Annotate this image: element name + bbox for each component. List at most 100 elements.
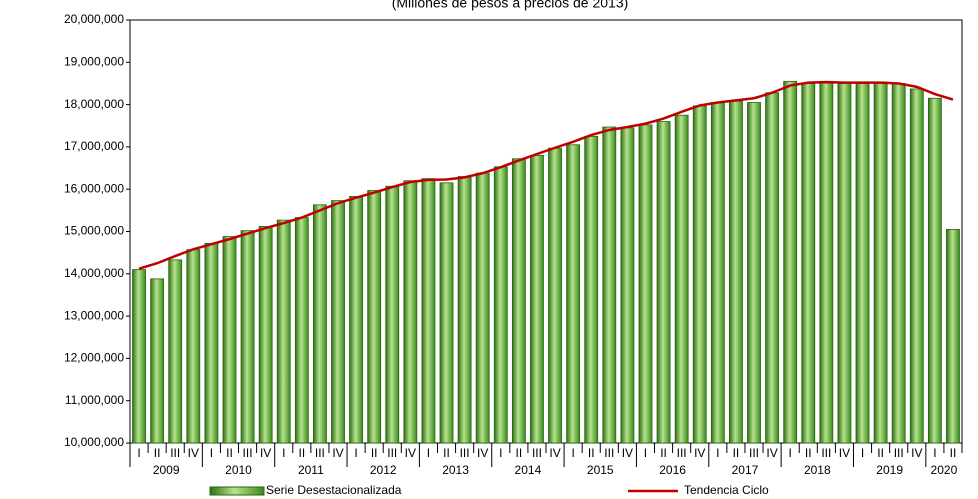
year-label: 2019 [876, 463, 903, 477]
bar [747, 102, 761, 444]
bar [222, 236, 237, 444]
x-tick-label: I [282, 446, 285, 460]
x-tick-label: II [226, 446, 233, 460]
trend-line [138, 80, 954, 270]
year-label: 2012 [370, 463, 397, 477]
x-tick-label: II [298, 446, 305, 460]
chart-title: (Millones de pesos a precios de 2013) [392, 0, 629, 11]
x-tick-label: II [805, 446, 812, 460]
year-label: 2010 [225, 463, 252, 477]
bar [367, 190, 382, 444]
bar [150, 278, 165, 444]
bar [855, 83, 870, 444]
x-tick-label: I [499, 446, 502, 460]
x-tick-label: III [821, 446, 831, 460]
x-tick-label: III [532, 446, 542, 460]
year-label: 2018 [804, 463, 831, 477]
x-tick-label: II [516, 446, 523, 460]
legend-label: Tendencia Ciclo [684, 483, 769, 497]
bar [620, 127, 635, 444]
bar [566, 144, 581, 444]
year-label: 2015 [587, 463, 614, 477]
x-tick-label: I [789, 446, 792, 460]
year-label: 2011 [298, 463, 324, 477]
y-tick-label: 11,000,000 [65, 393, 124, 407]
x-tick-label: I [861, 446, 864, 460]
x-tick-label: III [170, 446, 180, 460]
bar [656, 121, 671, 444]
bar [530, 154, 544, 444]
x-tick-label: I [137, 446, 140, 460]
x-tick-label: III [677, 446, 687, 460]
x-tick-label: IV [477, 446, 488, 460]
bar [946, 228, 960, 444]
legend-label: Serie Desestacionalizada [266, 483, 402, 497]
bar [276, 219, 291, 444]
bar [729, 100, 743, 444]
bar [837, 83, 852, 444]
x-tick-label: IV [622, 446, 633, 460]
bar [783, 80, 798, 444]
x-tick-label: III [387, 446, 397, 460]
x-tick-label: IV [405, 446, 416, 460]
bar [258, 226, 273, 444]
y-tick-label: 10,000,000 [64, 435, 124, 449]
bar [638, 124, 653, 444]
bar [891, 83, 906, 444]
y-tick-label: 20,000,000 [64, 12, 124, 26]
bar [132, 269, 146, 444]
x-tick-label: IV [188, 446, 199, 460]
year-label: 2014 [515, 463, 542, 477]
y-tick-label: 14,000,000 [64, 266, 124, 280]
bar [313, 204, 327, 444]
x-tick-label: III [460, 446, 470, 460]
bar [511, 158, 526, 444]
x-tick-label: IV [549, 446, 560, 460]
y-tick-label: 15,000,000 [64, 224, 124, 238]
x-tick-label: IV [911, 446, 922, 460]
bar [674, 114, 689, 444]
x-tick-label: I [210, 446, 213, 460]
x-tick-label: IV [694, 446, 705, 460]
bar [168, 259, 183, 444]
x-tick-label: IV [766, 446, 777, 460]
bar [819, 80, 834, 444]
x-tick-label: III [243, 446, 253, 460]
x-tick-label: IV [839, 446, 850, 460]
y-tick-label: 12,000,000 [64, 351, 124, 365]
y-tick-label: 18,000,000 [64, 97, 124, 111]
x-tick-label: II [443, 446, 450, 460]
bar [765, 92, 779, 444]
bar [186, 249, 201, 444]
year-label: 2009 [153, 463, 180, 477]
x-tick-label: III [749, 446, 759, 460]
x-tick-label: I [427, 446, 430, 460]
legend-swatch [209, 486, 265, 496]
bar [294, 217, 309, 444]
bar [349, 195, 363, 444]
bar [602, 126, 617, 444]
x-tick-label: III [604, 446, 614, 460]
x-tick-label: III [894, 446, 904, 460]
bar [331, 200, 345, 444]
x-tick-label: IV [260, 446, 271, 460]
x-tick-label: IV [332, 446, 343, 460]
y-tick-label: 16,000,000 [64, 181, 124, 195]
y-tick-label: 17,000,000 [64, 139, 124, 153]
bar [909, 88, 924, 444]
year-label: 2017 [732, 463, 759, 477]
bar [421, 178, 436, 444]
x-tick-label: I [716, 446, 719, 460]
y-tick-label: 13,000,000 [64, 308, 124, 322]
x-tick-label: III [315, 446, 325, 460]
year-label: 2013 [442, 463, 469, 477]
bar [873, 82, 888, 444]
x-tick-label: II [371, 446, 378, 460]
x-tick-label: I [571, 446, 574, 460]
x-tick-label: II [154, 446, 161, 460]
year-label: 2020 [931, 463, 958, 477]
bar [457, 176, 472, 444]
bar [548, 147, 562, 444]
bar [439, 182, 454, 444]
x-tick-label: II [588, 446, 595, 460]
